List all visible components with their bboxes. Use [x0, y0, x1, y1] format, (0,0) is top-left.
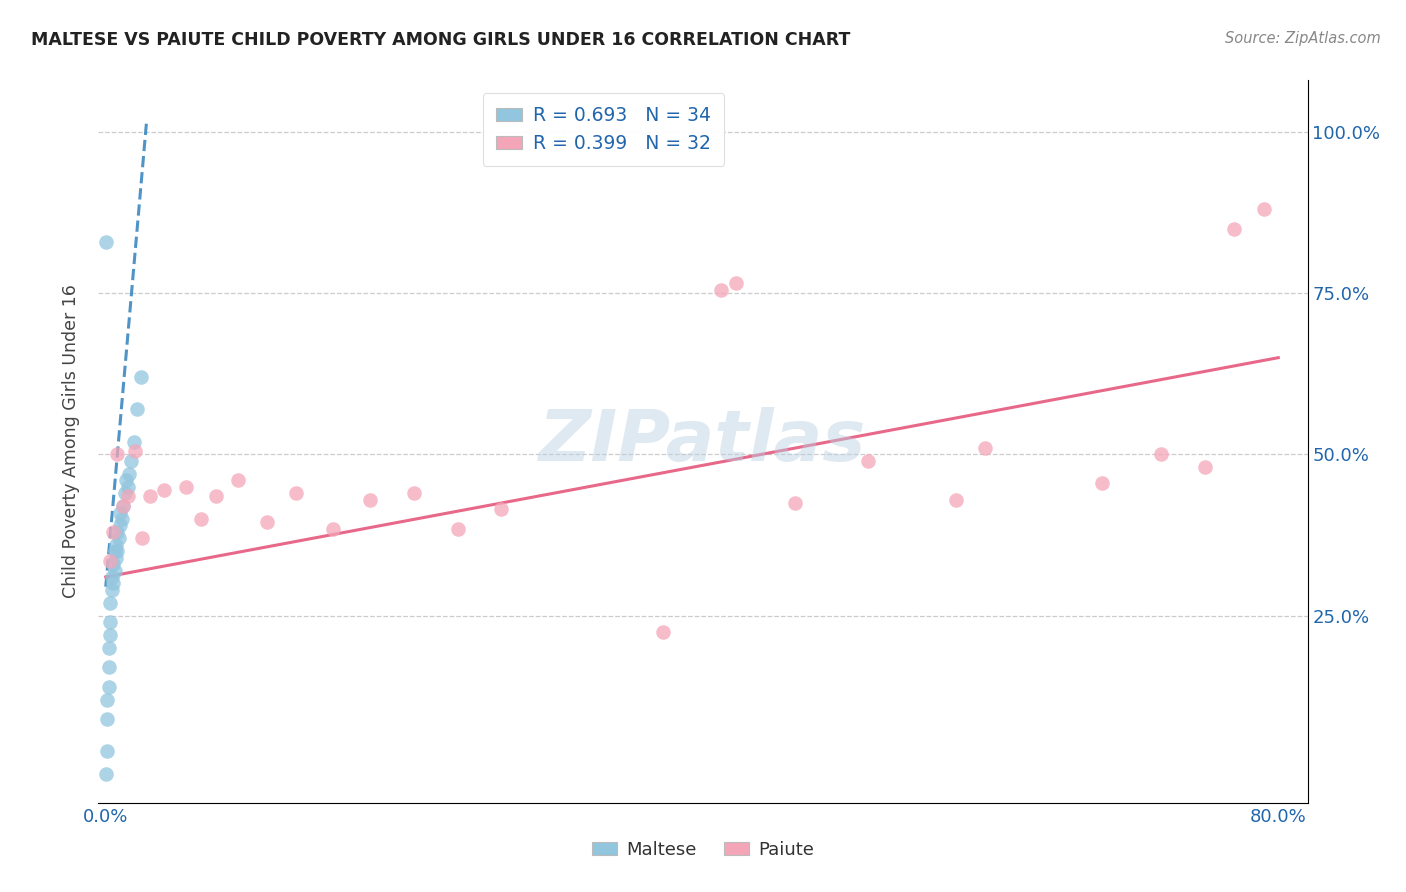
Point: [138, 489, 160, 503]
Text: Source: ZipAtlas.com: Source: ZipAtlas.com: [1225, 31, 1381, 46]
Point: [153, 483, 176, 497]
Legend: Maltese, Paiute: Maltese, Paiute: [585, 834, 821, 866]
Point: [101, 557, 124, 571]
Point: [98, 628, 121, 642]
Point: [856, 454, 879, 468]
Point: [96, 744, 118, 758]
Point: [285, 486, 308, 500]
Point: [446, 522, 468, 536]
Point: [100, 582, 122, 597]
Point: [120, 454, 142, 468]
Point: [322, 522, 344, 536]
Point: [256, 515, 278, 529]
Point: [115, 473, 138, 487]
Point: [118, 467, 141, 481]
Point: [96, 766, 118, 780]
Point: [98, 615, 121, 630]
Point: [103, 564, 125, 578]
Point: [101, 524, 124, 539]
Text: ZIPatlas: ZIPatlas: [540, 407, 866, 476]
Point: [94, 235, 117, 249]
Point: [101, 576, 124, 591]
Point: [176, 480, 198, 494]
Point: [107, 524, 129, 539]
Point: [1150, 447, 1173, 461]
Point: [783, 496, 806, 510]
Point: [103, 544, 125, 558]
Point: [107, 447, 129, 461]
Point: [122, 434, 145, 449]
Point: [105, 538, 128, 552]
Text: MALTESE VS PAIUTE CHILD POVERTY AMONG GIRLS UNDER 16 CORRELATION CHART: MALTESE VS PAIUTE CHILD POVERTY AMONG GI…: [31, 31, 851, 49]
Point: [651, 624, 673, 639]
Point: [710, 283, 733, 297]
Point: [117, 480, 139, 494]
Point: [124, 444, 146, 458]
Point: [945, 492, 967, 507]
Point: [97, 660, 120, 674]
Point: [1194, 460, 1216, 475]
Point: [359, 492, 381, 507]
Point: [112, 499, 135, 513]
Point: [97, 640, 120, 655]
Point: [110, 518, 132, 533]
Point: [96, 712, 118, 726]
Point: [100, 570, 122, 584]
Point: [96, 692, 118, 706]
Point: [98, 554, 121, 568]
Y-axis label: Child Poverty Among Girls Under 16: Child Poverty Among Girls Under 16: [62, 285, 80, 599]
Point: [97, 680, 120, 694]
Point: [110, 506, 132, 520]
Point: [724, 277, 747, 291]
Point: [402, 486, 425, 500]
Point: [105, 550, 128, 565]
Point: [204, 489, 226, 503]
Point: [1091, 476, 1114, 491]
Point: [114, 486, 136, 500]
Point: [1253, 202, 1275, 217]
Point: [111, 512, 134, 526]
Point: [125, 402, 148, 417]
Point: [108, 531, 131, 545]
Point: [226, 473, 249, 487]
Point: [112, 499, 135, 513]
Point: [131, 531, 153, 545]
Point: [190, 512, 212, 526]
Point: [107, 544, 129, 558]
Point: [491, 502, 513, 516]
Point: [974, 441, 997, 455]
Point: [129, 370, 152, 384]
Point: [1223, 221, 1246, 235]
Point: [117, 489, 139, 503]
Point: [98, 596, 121, 610]
